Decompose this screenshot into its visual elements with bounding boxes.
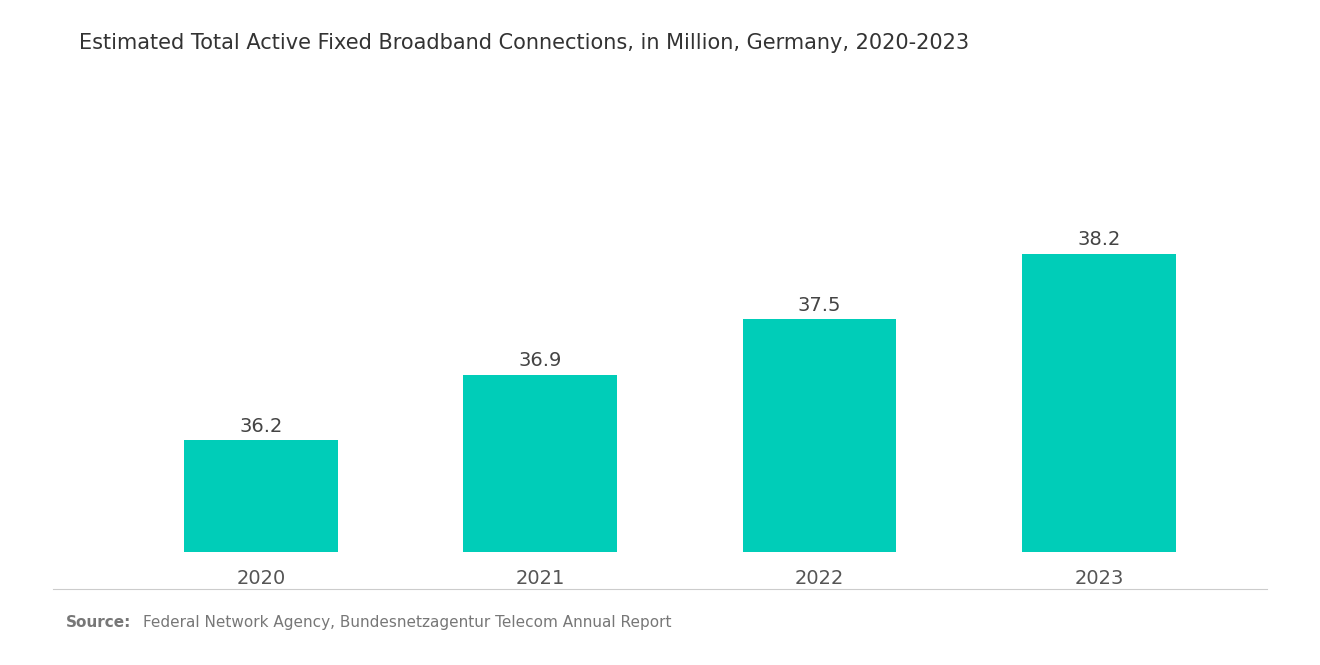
Text: Estimated Total Active Fixed Broadband Connections, in Million, Germany, 2020-20: Estimated Total Active Fixed Broadband C… bbox=[79, 33, 969, 53]
Text: Federal Network Agency, Bundesnetzagentur Telecom Annual Report: Federal Network Agency, Bundesnetzagentu… bbox=[143, 615, 671, 630]
Text: 36.9: 36.9 bbox=[519, 351, 562, 370]
Text: 37.5: 37.5 bbox=[797, 295, 841, 315]
Bar bbox=[463, 375, 616, 552]
Text: 36.2: 36.2 bbox=[239, 416, 282, 436]
Text: Source:: Source: bbox=[66, 615, 132, 630]
Text: 38.2: 38.2 bbox=[1077, 230, 1121, 249]
Bar bbox=[183, 440, 338, 552]
Bar bbox=[1022, 254, 1176, 552]
Bar bbox=[743, 319, 896, 552]
